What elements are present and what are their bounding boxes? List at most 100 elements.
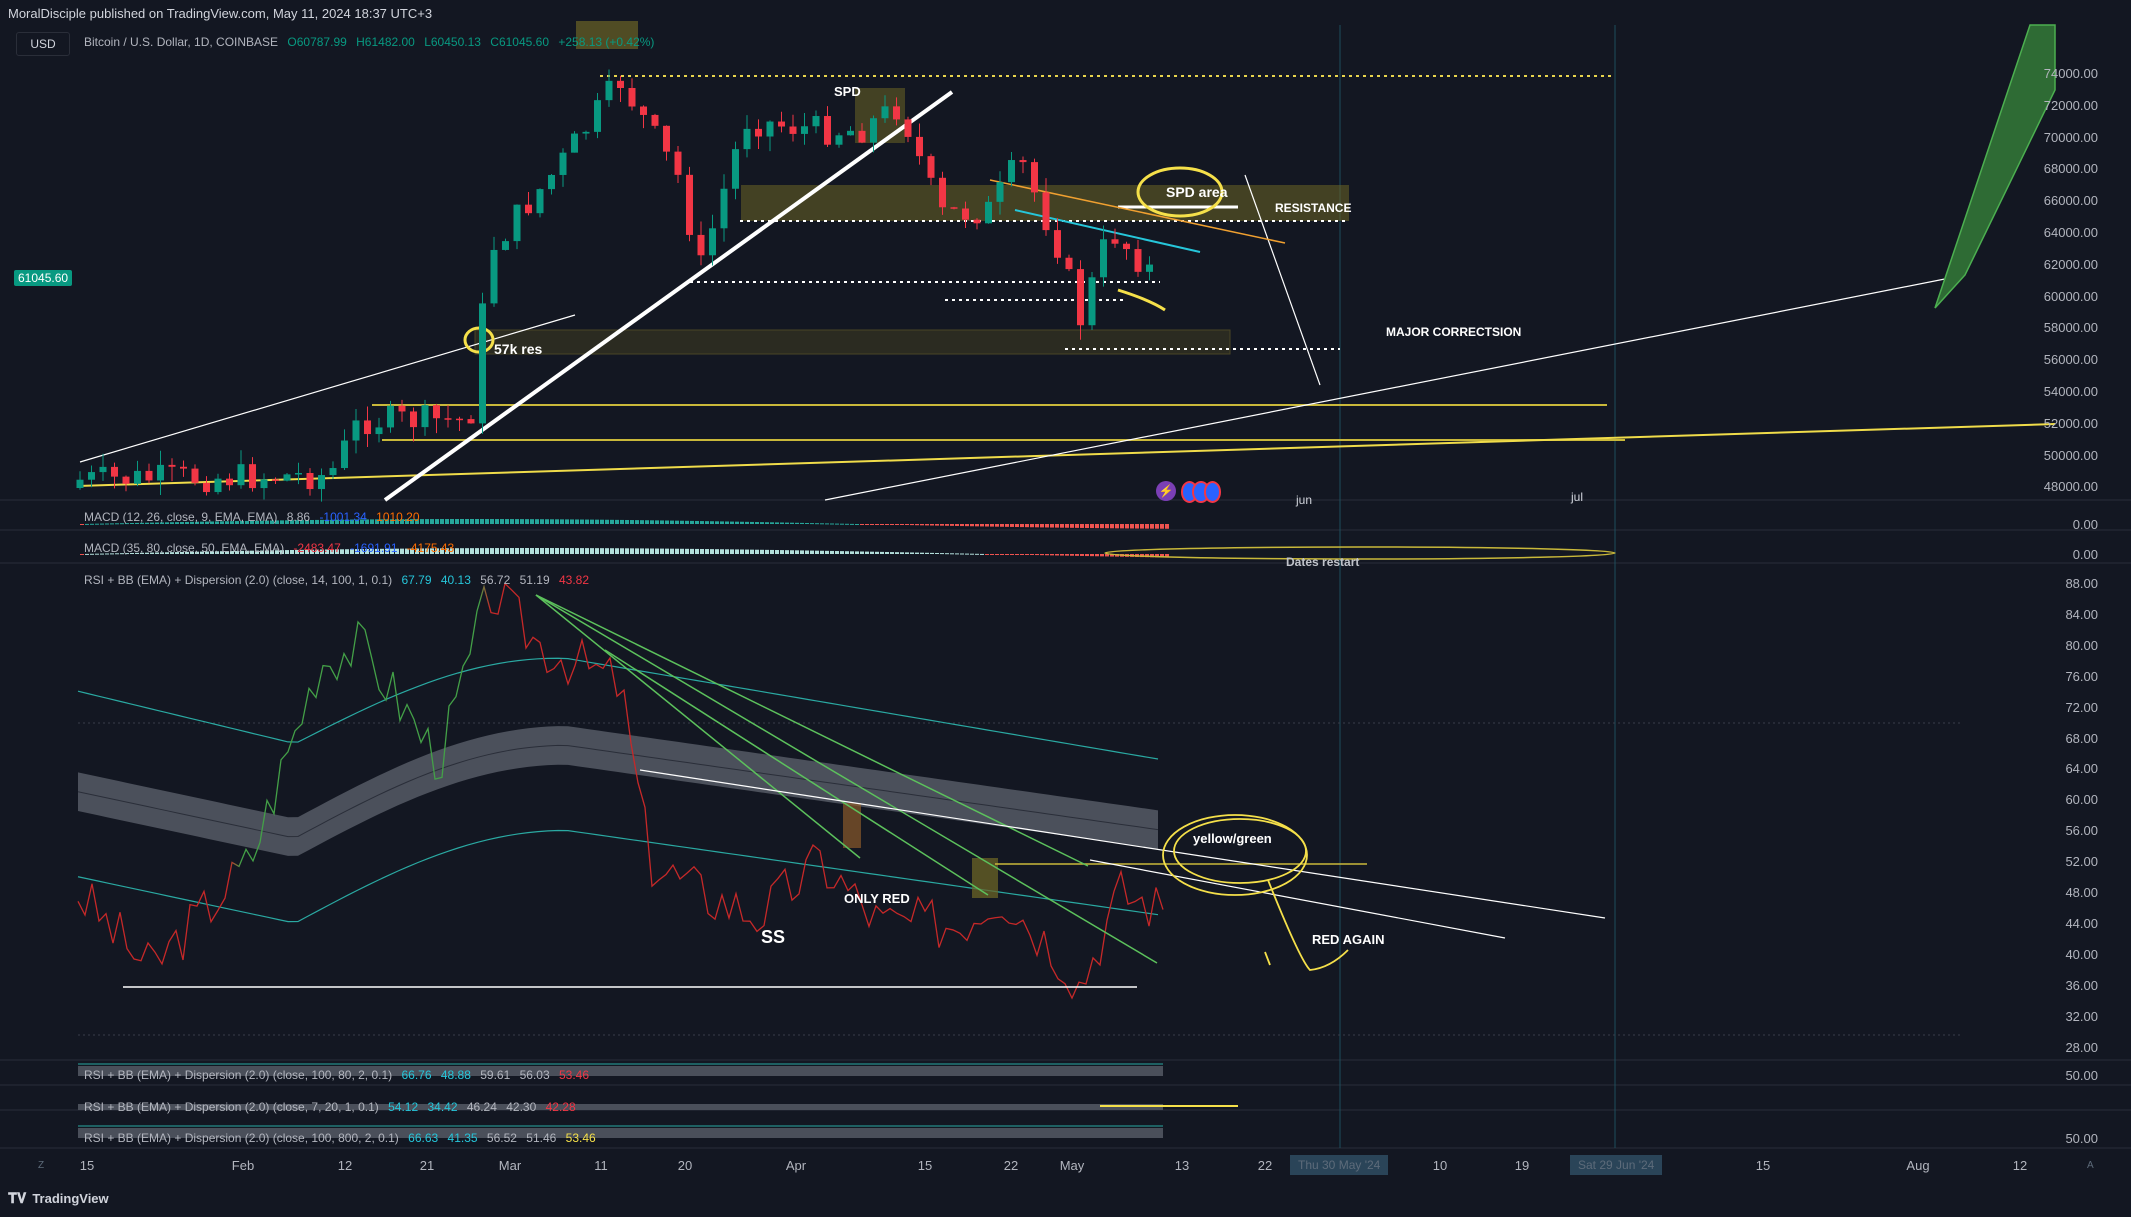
price-tick: 62000.00	[2043, 256, 2098, 272]
price-tick: 64000.00	[2043, 225, 2098, 240]
candle-body	[548, 174, 555, 190]
macd2-bar	[585, 548, 589, 554]
currency-button[interactable]: USD	[16, 32, 70, 56]
macd2-bar	[700, 548, 704, 554]
rsi2-legend[interactable]: RSI + BB (EMA) + Dispersion (2.0) (close…	[84, 1068, 595, 1082]
macd1-bar	[310, 519, 314, 524]
candle-body	[617, 80, 624, 88]
macd2-bar	[170, 552, 174, 554]
candle-body	[939, 177, 946, 208]
rsi4-legend[interactable]: RSI + BB (EMA) + Dispersion (2.0) (close…	[84, 1131, 602, 1145]
macd2-bar	[360, 549, 364, 554]
macd1-bar	[675, 520, 679, 524]
macd1-bar	[645, 520, 649, 524]
macd2-bar	[140, 552, 144, 554]
macd2-bar	[860, 551, 864, 554]
macd1-bar	[170, 522, 174, 524]
macd1-bar	[725, 521, 729, 524]
event-flags-icon[interactable]	[1181, 481, 1221, 503]
rsi2-v0: 66.76	[401, 1068, 432, 1082]
symbol-legend[interactable]: Bitcoin / U.S. Dollar, 1D, COINBASE O607…	[84, 35, 660, 49]
macd2-bar	[600, 548, 604, 554]
macd1-bar	[800, 522, 804, 524]
macd2-bar	[1110, 554, 1114, 557]
rsi4-v2: 56.52	[486, 1131, 517, 1145]
macd1-bar	[465, 519, 469, 524]
macd2-bar	[490, 548, 494, 554]
tradingview-footer[interactable]: 𝐓𝐕 TradingView	[8, 1190, 109, 1207]
macd2-bar	[735, 549, 739, 554]
annotation-yellow-green: yellow/green	[1193, 831, 1272, 846]
macd1-bar	[680, 520, 684, 524]
macd2-bar	[825, 550, 829, 554]
macd2-bar	[880, 551, 884, 554]
macd1-bar	[350, 519, 354, 524]
macd1-bar	[620, 519, 624, 524]
macd2-bar	[800, 550, 804, 554]
macd1-bar	[315, 519, 319, 524]
lightning-icon[interactable]: ⚡	[1156, 481, 1176, 501]
macd1-bar	[550, 519, 554, 524]
macd2-legend[interactable]: MACD (35, 80, close, 50, EMA, EMA) -2483…	[84, 541, 460, 555]
macd2-bar	[345, 549, 349, 554]
rsi-tick: 76.00	[2065, 668, 2098, 684]
macd2-bar	[1070, 554, 1074, 556]
macd1-bar	[365, 519, 369, 524]
macd2-bar	[730, 549, 734, 554]
macd1-bar	[100, 523, 104, 525]
rsi3-legend[interactable]: RSI + BB (EMA) + Dispersion (2.0) (close…	[84, 1100, 582, 1114]
macd1-bar	[200, 521, 204, 524]
macd1-bar	[150, 522, 154, 524]
macd1-bar	[1060, 524, 1064, 528]
macd2-bar	[640, 548, 644, 554]
auto-scale-icon[interactable]: A	[2087, 1160, 2094, 1171]
macd1-bar	[440, 519, 444, 524]
macd1-legend[interactable]: MACD (12, 26, close, 9, EMA, EMA) 8.86 -…	[84, 510, 426, 524]
macd2-bar	[805, 550, 809, 554]
macd1-bar	[765, 522, 769, 524]
candle-body	[881, 106, 889, 119]
rsi-main-legend[interactable]: RSI + BB (EMA) + Dispersion (2.0) (close…	[84, 573, 595, 587]
rsi-tick: 52.00	[2065, 854, 2098, 870]
macd1-bar	[1135, 524, 1139, 529]
macd1-bar	[1025, 524, 1029, 528]
macd1-bar	[610, 519, 614, 524]
macd2-bar	[620, 548, 624, 554]
price-tick: 74000.00	[2043, 66, 2098, 81]
macd1-bar	[1015, 524, 1019, 528]
macd2-bar	[575, 548, 579, 554]
macd1-bar	[995, 524, 999, 527]
macd2-bar	[110, 553, 114, 555]
macd1-bar	[115, 523, 119, 525]
macd2-bar	[505, 548, 509, 554]
macd2-bar	[675, 548, 679, 554]
time-tick: 13	[1174, 1158, 1190, 1173]
candle-body	[122, 476, 130, 484]
candle-body	[985, 201, 992, 224]
rsi-tick: 68.00	[2065, 730, 2098, 746]
candle-body	[962, 208, 969, 220]
macd1-bar	[970, 524, 974, 527]
macd2-bar	[610, 548, 614, 554]
candle-body	[1042, 192, 1050, 231]
macd2-bar	[245, 550, 249, 554]
macd2-bar	[765, 549, 769, 554]
macd1-bar	[875, 524, 879, 525]
macd1-bar	[180, 522, 184, 524]
price-tick: 58000.00	[2043, 320, 2098, 336]
month-mark-jul: jul	[1571, 490, 1584, 504]
macd1-bar	[865, 524, 869, 525]
time-tick: 10	[1432, 1158, 1448, 1173]
candle-body	[99, 466, 107, 473]
macd2-bar	[810, 550, 814, 554]
macd1-bar	[1145, 524, 1149, 529]
macd1-bar	[1150, 524, 1154, 529]
zoom-icon[interactable]: Z	[38, 1160, 45, 1171]
macd1-bar	[1125, 524, 1129, 529]
macd2-bar	[520, 548, 524, 554]
annotation-major-correction: MAJOR CORRECTSION	[1386, 325, 1522, 339]
candle-body	[766, 121, 774, 137]
rsi-main-v1: 40.13	[440, 573, 471, 587]
macd2-bar	[195, 551, 199, 554]
